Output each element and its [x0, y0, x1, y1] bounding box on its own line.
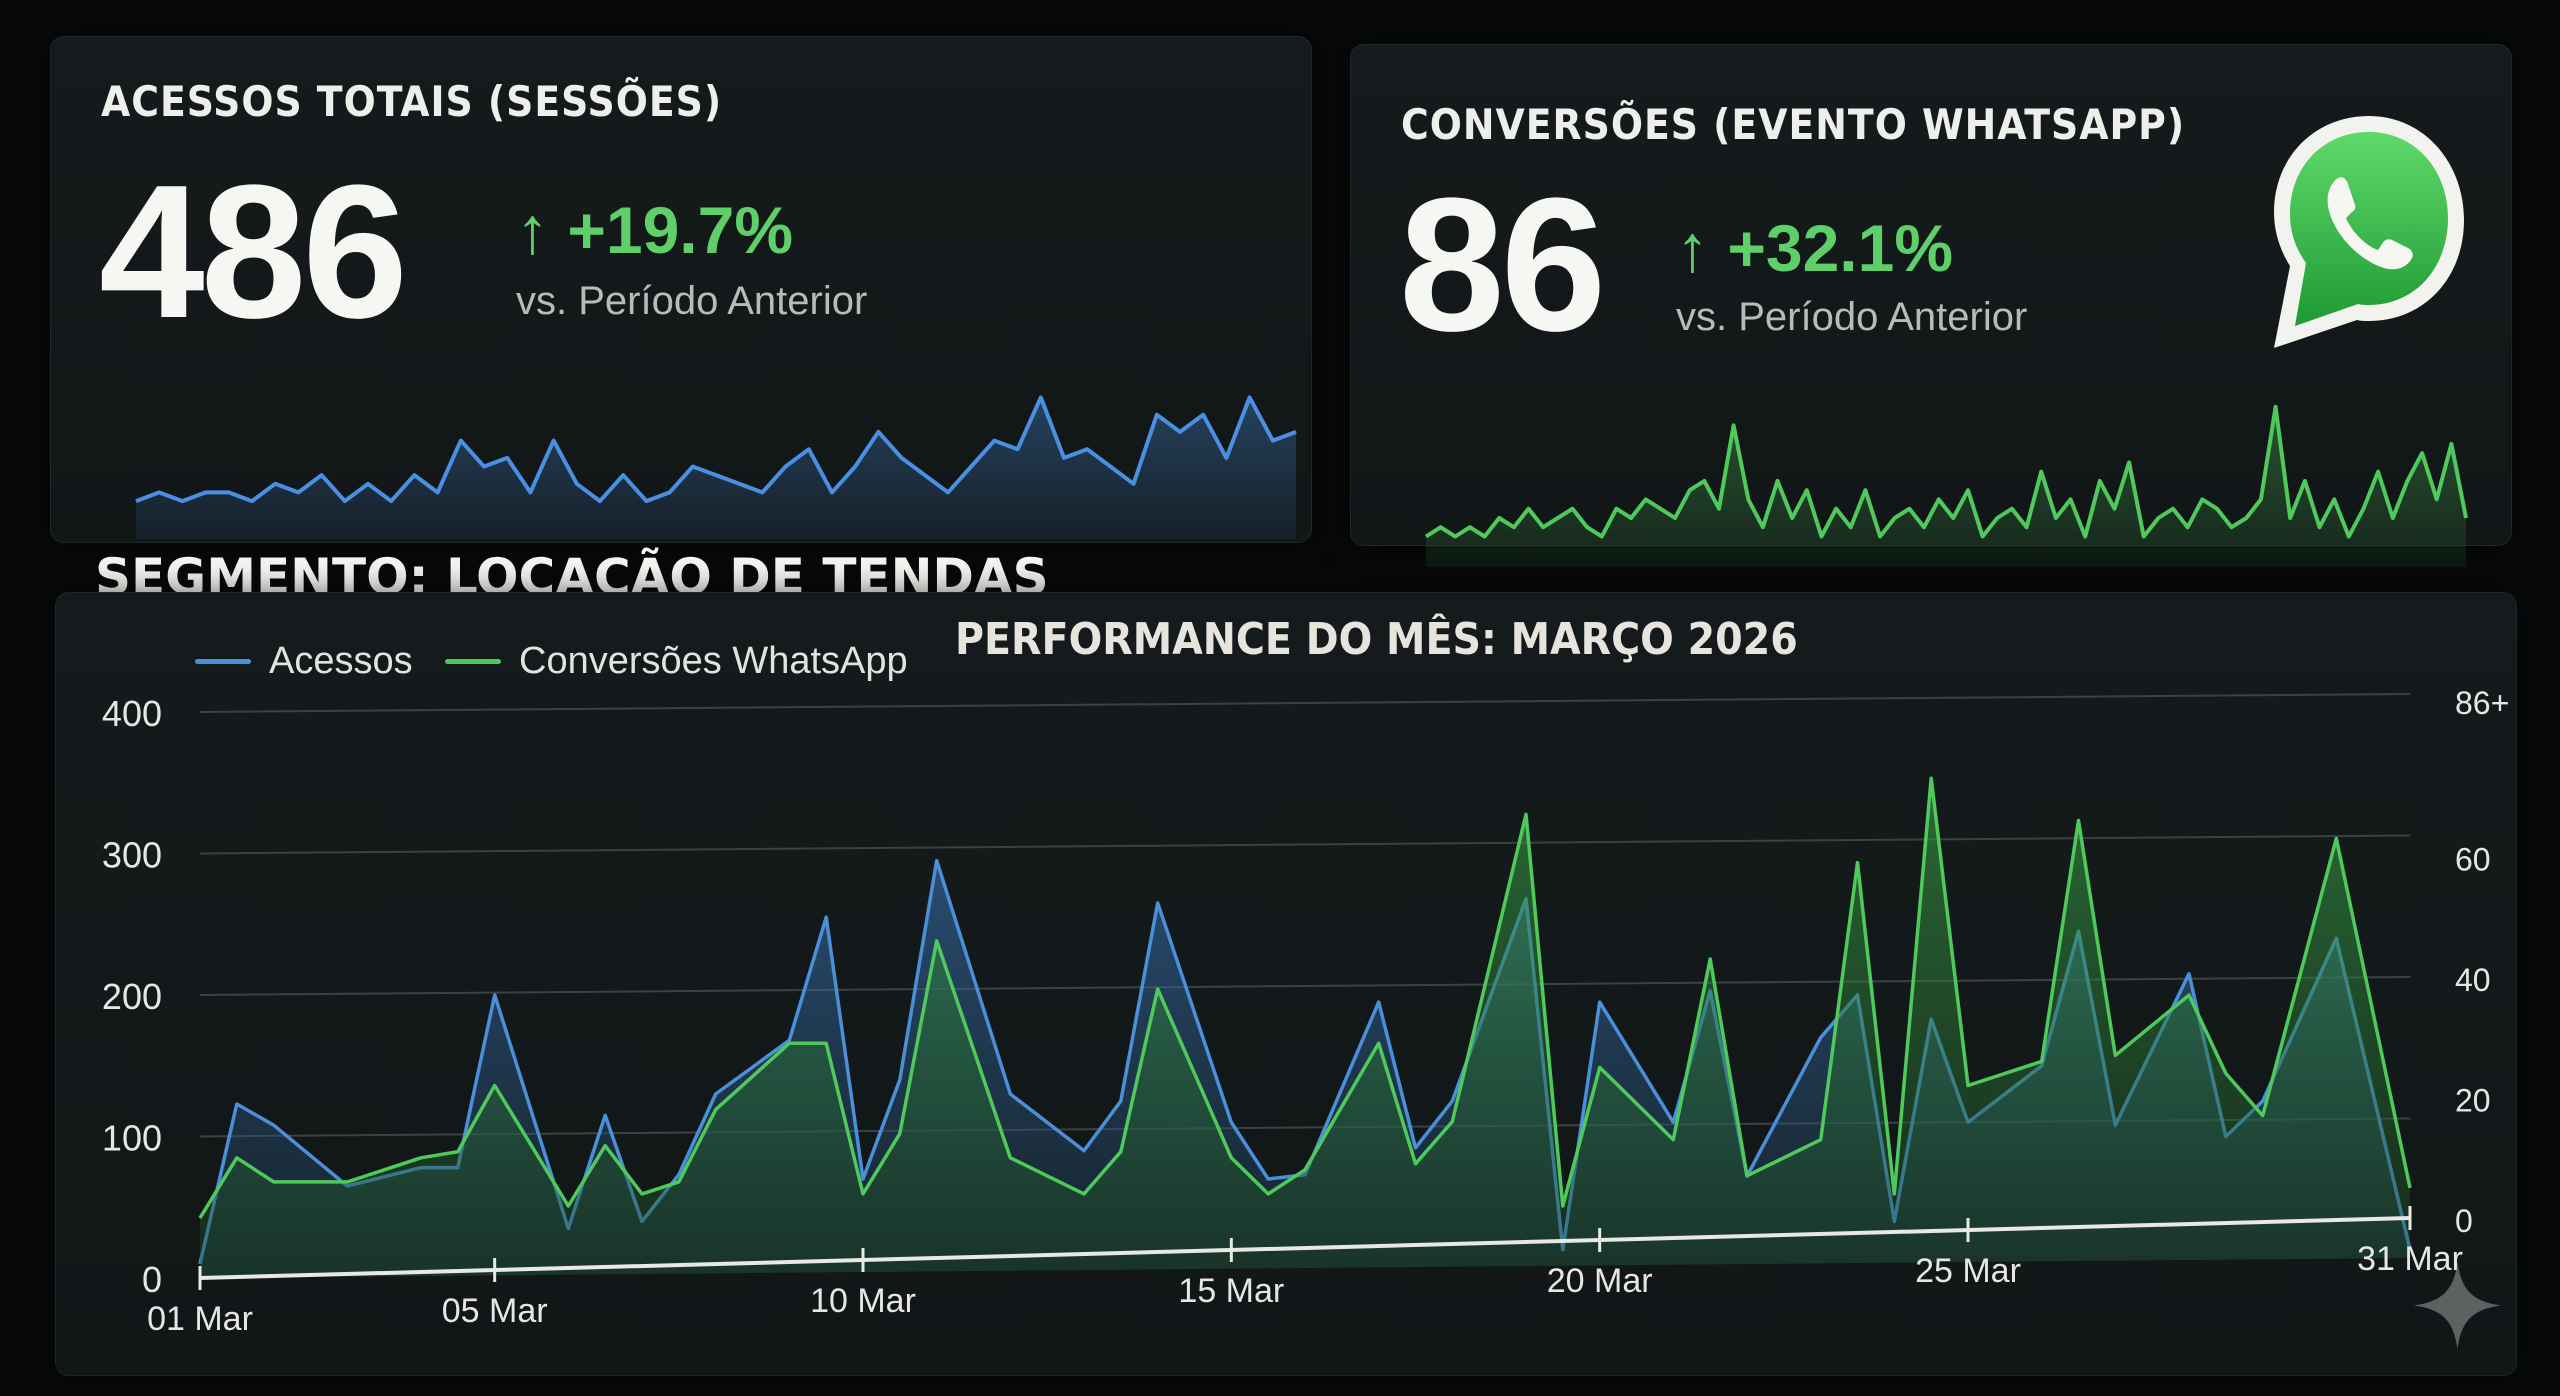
sparkle-icon — [2413, 1261, 2502, 1350]
conversoes-spark-line — [1424, 404, 2468, 539]
conversoes-comparison: vs. Período Anterior — [1676, 295, 2028, 339]
y-left-tick-label: 100 — [102, 1118, 162, 1159]
legend-label-conversoes: Conversões WhatsApp — [519, 640, 908, 682]
y-left-tick-label: 400 — [102, 693, 162, 734]
x-tick-label: 10 Mar — [810, 1282, 916, 1320]
grid-line — [199, 693, 2411, 713]
y-left-tick-label: 300 — [102, 835, 162, 876]
x-tick-label: 05 Mar — [442, 1292, 548, 1330]
legend-label-acessos: Acessos — [269, 640, 413, 682]
whatsapp-icon — [2274, 116, 2464, 348]
y-right-tick-label: 60 — [2455, 842, 2491, 878]
acessos-sparkline — [135, 395, 1297, 539]
acessos-title: ACESSOS TOTAIS (SESSÕES) — [101, 77, 723, 126]
x-tick-label: 20 Mar — [1547, 1262, 1653, 1300]
x-axis-line — [199, 1216, 2411, 1280]
acessos-delta: ↑ +19.7% — [516, 193, 794, 267]
legend-swatch-conversoes — [445, 659, 501, 664]
acessos-spark-line — [135, 395, 1297, 504]
y-left-tick-label: 200 — [102, 976, 162, 1017]
grid-line — [199, 976, 2411, 996]
acessos-value: 486 — [99, 146, 408, 358]
x-tick-label: 01 Mar — [147, 1300, 253, 1338]
conversoes-delta: ↑ +32.1% — [1676, 211, 1954, 285]
chart-title: PERFORMANCE DO MÊS: MARÇO 2026 — [955, 614, 1798, 665]
y-right-tick-label: 0 — [2455, 1203, 2473, 1239]
y-right-tick-label: 40 — [2455, 962, 2491, 998]
legend-swatch-acessos — [195, 659, 251, 664]
y-right-tick-label: 20 — [2455, 1083, 2491, 1119]
conversoes-title: CONVERSÕES (EVENTO WHATSAPP) — [1401, 100, 2186, 149]
conversoes-value: 86 — [1399, 159, 1606, 371]
y-left-tick-label: 0 — [142, 1259, 162, 1300]
x-tick-label: 15 Mar — [1178, 1272, 1284, 1310]
legend-item-acessos: Acessos — [195, 640, 413, 683]
series-area-conversoes — [200, 778, 2410, 1278]
legend-item-conversoes: Conversões WhatsApp — [445, 640, 908, 683]
conversoes-sparkline — [1424, 404, 2468, 567]
acessos-spark-area — [136, 397, 1296, 539]
series-line-conversoes — [198, 776, 2412, 1219]
y-right-tick-label: 86+ — [2455, 685, 2509, 721]
acessos-comparison: vs. Período Anterior — [516, 279, 868, 323]
x-tick-label: 31 Mar — [2357, 1240, 2463, 1278]
acessos-card: ACESSOS TOTAIS (SESSÕES) 486 ↑ +19.7% vs… — [50, 36, 1312, 543]
conversoes-spark-area — [1426, 406, 2466, 567]
x-tick-label: 25 Mar — [1915, 1252, 2021, 1290]
grid-line — [199, 834, 2411, 855]
